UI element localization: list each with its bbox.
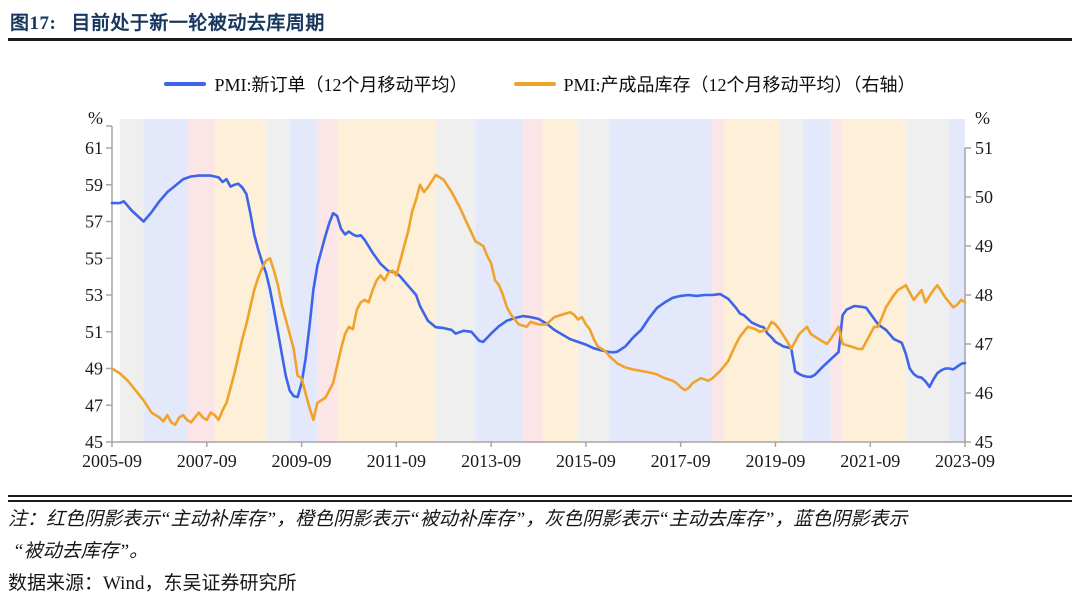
x-axis-tick-label: 2021-09 xyxy=(840,451,900,471)
cycle-band-active-destock xyxy=(779,119,804,442)
figure-number: 图17: xyxy=(10,13,57,34)
legend-label-new-orders: PMI:新订单（12个月移动平均） xyxy=(214,75,468,95)
left-axis-tick-label: 45 xyxy=(85,432,103,452)
cycle-band-active-destock xyxy=(119,119,144,442)
cycle-band-passive-destock xyxy=(803,119,831,442)
cycle-band-active-destock xyxy=(578,119,610,442)
right-axis-tick-label: 51 xyxy=(975,138,993,158)
x-axis-tick-label: 2011-09 xyxy=(367,451,426,471)
cycle-band-passive-restock xyxy=(724,119,780,442)
legend-item-inventory: PMI:产成品库存（12个月移动平均）（右轴） xyxy=(513,71,916,97)
x-axis-tick-label: 2013-09 xyxy=(461,451,521,471)
cycle-band-passive-restock xyxy=(842,119,906,442)
cycle-band-passive-destock xyxy=(143,119,187,442)
page-title: 目前处于新一轮被动去库周期 xyxy=(71,13,325,34)
note-line-2: “被动去库存”。 xyxy=(13,541,149,562)
legend-line-swatch-blue xyxy=(164,82,207,86)
left-axis-tick-label: 55 xyxy=(85,248,103,268)
data-source: 数据来源：Wind，东吴证券研究所 xyxy=(8,573,297,594)
cycle-band-active-restock xyxy=(522,119,543,442)
cycle-band-active-destock xyxy=(435,119,476,442)
cycle-band-passive-restock xyxy=(542,119,578,442)
title-divider xyxy=(8,38,1072,41)
left-axis-tick-label: 61 xyxy=(85,138,103,158)
right-axis-tick-label: 50 xyxy=(975,187,993,207)
cycle-band-passive-destock xyxy=(949,119,965,442)
x-axis-tick-label: 2017-09 xyxy=(651,451,711,471)
figure-title: 图17: 目前处于新一轮被动去库周期 xyxy=(10,8,325,35)
legend-line-swatch-orange xyxy=(513,82,556,86)
right-axis-tick-label: 46 xyxy=(975,383,993,403)
note-line-1: 注：红色阴影表示“主动补库存”，橙色阴影表示“被动补库存”，灰色阴影表示“主动去… xyxy=(8,509,908,530)
left-axis-tick-label: 49 xyxy=(85,359,103,379)
x-axis-tick-label: 2019-09 xyxy=(745,451,805,471)
left-axis-tick-label: 57 xyxy=(85,212,103,232)
series-line-pmi-finished-goods-inventory-12mma xyxy=(110,173,967,427)
right-axis-tick-label: 45 xyxy=(975,432,993,452)
right-axis-tick-label: 49 xyxy=(975,236,993,256)
cycle-band-active-restock xyxy=(187,119,215,442)
left-axis-tick-label: 53 xyxy=(85,285,103,305)
right-axis-tick-label: 48 xyxy=(975,285,993,305)
cycle-band-passive-restock xyxy=(337,119,436,442)
cycle-band-passive-destock xyxy=(289,119,318,442)
cycle-band-active-restock xyxy=(830,119,843,442)
x-axis-tick-label: 2009-09 xyxy=(272,451,332,471)
cycle-band-passive-destock xyxy=(475,119,523,442)
x-axis-tick-label: 2007-09 xyxy=(177,451,237,471)
x-axis-tick-label: 2023-09 xyxy=(935,451,995,471)
x-axis-tick-label: 2005-09 xyxy=(82,451,142,471)
legend-label-inventory: PMI:产成品库存（12个月移动平均）（右轴） xyxy=(563,75,916,95)
left-axis-unit-label: % xyxy=(88,108,103,128)
left-axis-tick-label: 59 xyxy=(85,175,103,195)
left-axis-tick-label: 51 xyxy=(85,322,103,342)
legend-item-new-orders: PMI:新订单（12个月移动平均） xyxy=(164,71,468,97)
cycle-band-active-restock xyxy=(712,119,725,442)
cycle-band-active-restock xyxy=(317,119,338,442)
x-axis-tick-label: 2015-09 xyxy=(556,451,616,471)
right-axis-tick-label: 47 xyxy=(975,334,993,354)
cycle-band-passive-destock xyxy=(609,119,713,442)
notes-divider xyxy=(8,495,1072,502)
chart-legend: PMI:新订单（12个月移动平均） PMI:产成品库存（12个月移动平均）（右轴… xyxy=(0,70,1080,98)
left-axis-tick-label: 47 xyxy=(85,395,103,415)
cycle-band-active-destock xyxy=(905,119,950,442)
right-axis-unit-label: % xyxy=(975,108,990,128)
